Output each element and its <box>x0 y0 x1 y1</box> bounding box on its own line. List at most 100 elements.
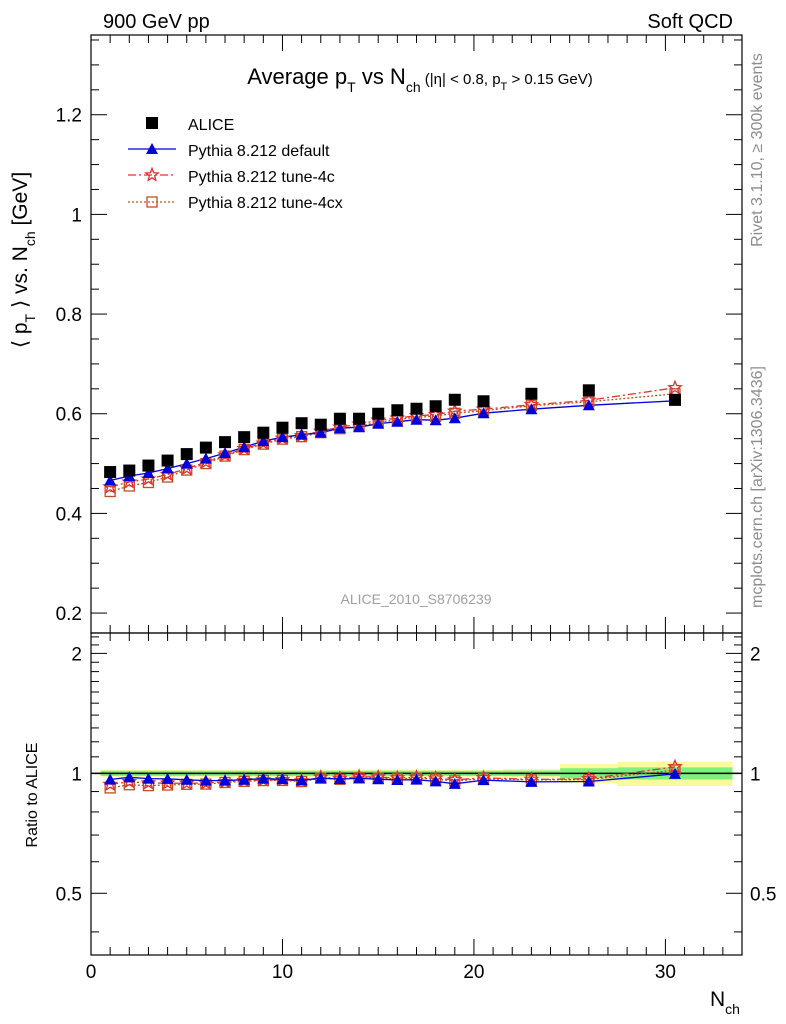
point-default <box>353 421 366 433</box>
point-alice <box>276 421 289 434</box>
point-alice <box>123 464 136 477</box>
point-default <box>219 447 232 459</box>
point-tune4cx <box>104 485 116 498</box>
y-tick-label: 0.2 <box>56 604 82 625</box>
point-alice <box>668 393 681 406</box>
ratio-point-default <box>123 771 136 783</box>
point-default <box>582 399 595 411</box>
legend-label-alice: ALICE <box>188 117 234 134</box>
ratio-point-default <box>104 773 117 785</box>
ratio-point-default <box>180 773 193 785</box>
ratio-point-tune4c <box>159 774 176 790</box>
ratio-point-tune4c <box>121 773 138 789</box>
point-default <box>429 414 442 426</box>
point-default <box>199 452 212 464</box>
ratio-point-default <box>448 777 461 789</box>
legend-marker-alice <box>146 117 158 129</box>
ratio-point-default <box>668 767 681 779</box>
point-default <box>257 435 270 447</box>
x-tick-label: 30 <box>655 962 676 983</box>
point-alice <box>582 384 595 397</box>
point-default <box>391 415 404 427</box>
ratio-point-default <box>410 773 423 785</box>
ratio-point-default <box>333 772 346 784</box>
ratio-point-default <box>161 772 174 784</box>
ratio-point-default <box>219 774 232 786</box>
ratio-point-default <box>199 774 212 786</box>
point-default <box>161 462 174 474</box>
x-tick-label: 0 <box>86 962 97 983</box>
point-alice <box>199 441 212 454</box>
point-default <box>525 403 538 415</box>
ratio-point-default <box>582 775 595 787</box>
point-alice <box>180 448 193 461</box>
point-tune4c <box>197 453 214 469</box>
ratio-tick-label-right: 0.5 <box>750 884 776 905</box>
legend: ALICE Pythia 8.212 default Pythia 8.212 … <box>128 117 343 212</box>
legend-label-tune4cx: Pythia 8.212 tune-4cx <box>188 195 343 212</box>
rivet-label: Rivet 3.1.10, ≥ 300k events <box>749 53 766 247</box>
ratio-point-default <box>525 775 538 787</box>
point-default <box>372 417 385 429</box>
legend-marker-tune4c <box>144 166 160 182</box>
x-tick-label: 20 <box>463 962 484 983</box>
ratio-point-tune4c <box>140 774 157 790</box>
ratio-point-default <box>314 772 327 784</box>
point-alice <box>525 387 538 400</box>
y-axis-label: ⟨ pT ⟩ vs. Nch [GeV] <box>9 172 38 348</box>
point-alice <box>372 407 385 420</box>
ratio-tick-label-right: 2 <box>750 644 761 665</box>
ratio-tick-label-left: 1 <box>71 764 82 785</box>
point-default <box>276 431 289 443</box>
point-alice <box>161 454 174 467</box>
header-left: 900 GeV pp <box>103 11 210 33</box>
ratio-point-default <box>295 774 308 786</box>
point-alice <box>257 426 270 439</box>
point-alice <box>391 404 404 417</box>
ratio-point-default <box>276 773 289 785</box>
point-alice <box>314 418 327 431</box>
ratio-axis-label: Ratio to ALICE <box>24 743 41 848</box>
legend-label-tune4c: Pythia 8.212 tune-4c <box>188 169 335 186</box>
y-tick-label: 0.4 <box>56 504 83 525</box>
point-alice <box>333 412 346 425</box>
legend-label-default: Pythia 8.212 default <box>188 143 330 160</box>
legend-marker-default <box>146 143 158 154</box>
ratio-tick-label-left: 0.5 <box>56 884 82 905</box>
point-alice <box>477 395 490 408</box>
header-right: Soft QCD <box>647 11 733 33</box>
point-default <box>238 441 251 453</box>
point-default <box>104 474 117 486</box>
ratio-tick-label-right: 1 <box>750 764 761 785</box>
ratio-point-default <box>477 774 490 786</box>
point-alice <box>410 402 423 415</box>
point-default <box>448 412 461 424</box>
y-tick-label: 1.2 <box>56 106 82 127</box>
point-alice <box>429 400 442 413</box>
point-alice <box>219 436 232 449</box>
point-alice <box>295 417 308 430</box>
analysis-id: ALICE_2010_S8706239 <box>340 591 491 607</box>
chart-title: Average pT vs Nch (|η| < 0.8, pT > 0.15 … <box>247 64 593 95</box>
x-tick-label: 10 <box>272 962 293 983</box>
x-axis-label: Nch <box>710 988 740 1017</box>
ratio-point-default <box>238 773 251 785</box>
point-alice <box>238 431 251 444</box>
mcplots-label: mcplots.cern.ch [arXiv:1306.3436] <box>749 366 766 608</box>
ratio-point-default <box>429 775 442 787</box>
point-alice <box>104 466 117 479</box>
point-default <box>333 422 346 434</box>
ratio-point-default <box>257 772 270 784</box>
point-default <box>295 428 308 440</box>
ratio-tick-label-left: 2 <box>71 644 82 665</box>
ratio-point-default <box>142 772 155 784</box>
ratio-point-default <box>372 773 385 785</box>
point-alice <box>142 459 155 472</box>
point-default <box>142 467 155 479</box>
ratio-point-tune4c <box>178 774 195 790</box>
point-default <box>477 407 490 419</box>
ratio-point-default <box>353 772 366 784</box>
point-alice <box>353 412 366 425</box>
series-line-tune4cx <box>109 393 676 493</box>
